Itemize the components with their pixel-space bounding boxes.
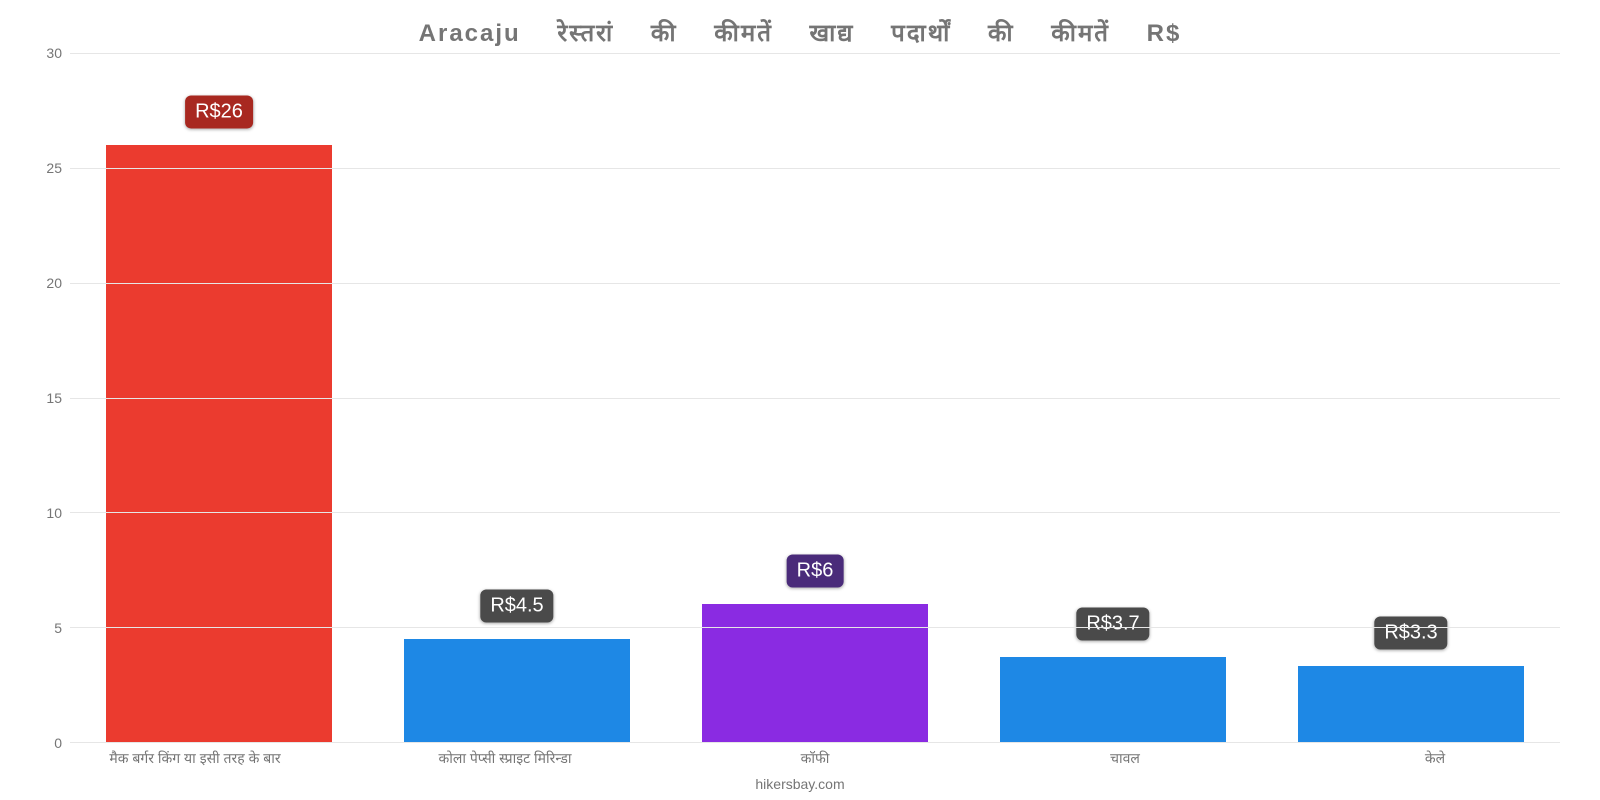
y-tick-label: 5 — [26, 620, 62, 636]
x-tick-label: कोला पेप्सी स्प्राइट मिरिन्डा — [350, 743, 660, 768]
bar — [106, 145, 333, 742]
value-badge: R$26 — [185, 95, 253, 128]
x-tick-label: केले — [1280, 743, 1590, 768]
y-tick-label: 20 — [26, 275, 62, 291]
plot: R$26 R$4.5 R$6 R$3.7 R$3.3 — [70, 53, 1560, 743]
x-tick-label: चावल — [970, 743, 1280, 768]
y-tick-label: 25 — [26, 160, 62, 176]
gridline — [70, 512, 1560, 513]
plot-area: 051015202530 R$26R$4.5R$6R$3.7R$3.3 — [70, 53, 1560, 743]
gridline — [70, 168, 1560, 169]
value-badge: R$3.3 — [1374, 617, 1447, 650]
y-axis: 051015202530 — [30, 53, 66, 743]
y-tick-label: 30 — [26, 45, 62, 61]
gridline — [70, 627, 1560, 628]
x-tick-label: मैक बर्गर किंग या इसी तरह के बार — [40, 743, 350, 768]
bar — [404, 639, 631, 742]
gridline — [70, 283, 1560, 284]
value-badge: R$6 — [787, 555, 844, 588]
x-tick-label: कॉफी — [660, 743, 970, 768]
gridline — [70, 398, 1560, 399]
credit-text: hikersbay.com — [0, 776, 1600, 792]
x-axis: मैक बर्गर किंग या इसी तरह के बारकोला पेप… — [40, 743, 1590, 768]
value-badge: R$3.7 — [1076, 608, 1149, 641]
bar-chart: Aracaju रेस्तरां की कीमतें खाद्य पदार्थो… — [0, 0, 1600, 800]
y-tick-label: 15 — [26, 390, 62, 406]
bar — [1000, 657, 1227, 742]
y-tick-label: 10 — [26, 505, 62, 521]
bar — [1298, 666, 1525, 742]
value-badge: R$4.5 — [480, 589, 553, 622]
chart-title: Aracaju रेस्तरां की कीमतें खाद्य पदार्थो… — [30, 10, 1570, 53]
bar — [702, 604, 929, 742]
gridline — [70, 53, 1560, 54]
